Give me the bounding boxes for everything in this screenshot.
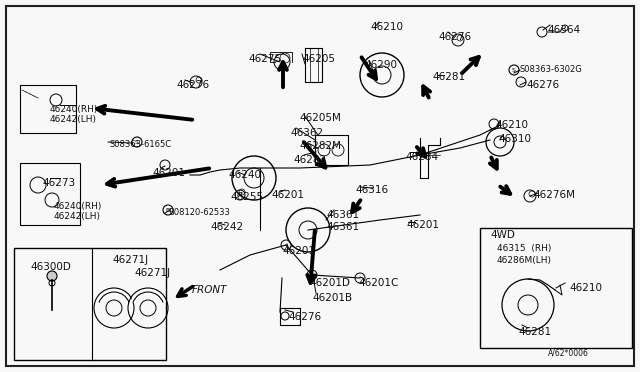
- Text: 46276: 46276: [288, 312, 321, 322]
- Text: 46271J: 46271J: [112, 255, 148, 265]
- Text: S: S: [512, 67, 516, 73]
- Text: 46276: 46276: [526, 80, 559, 90]
- Bar: [20, 85, 76, 133]
- Bar: [480, 228, 632, 348]
- Text: 46316: 46316: [355, 185, 388, 195]
- Text: 46286M(LH): 46286M(LH): [497, 256, 552, 265]
- Text: 46255: 46255: [230, 192, 263, 202]
- Text: 46276: 46276: [176, 80, 209, 90]
- Text: 46242(LH): 46242(LH): [50, 115, 97, 124]
- Text: 46201: 46201: [271, 190, 304, 200]
- Text: 46361: 46361: [326, 222, 359, 232]
- Text: 46281: 46281: [518, 327, 551, 337]
- Text: B: B: [166, 208, 170, 212]
- Text: 46201C: 46201C: [358, 278, 398, 288]
- Text: 46210: 46210: [569, 283, 602, 293]
- Text: 46201: 46201: [152, 168, 185, 178]
- Text: 4WD: 4WD: [490, 230, 515, 240]
- Text: 46201: 46201: [406, 220, 439, 230]
- Text: 46275: 46275: [248, 54, 281, 64]
- Circle shape: [47, 271, 57, 281]
- Text: 46240(RH): 46240(RH): [54, 202, 102, 211]
- Text: 46284: 46284: [405, 152, 438, 162]
- Text: 46315  (RH): 46315 (RH): [497, 244, 552, 253]
- Text: 46273: 46273: [42, 178, 75, 188]
- Text: 46210: 46210: [495, 120, 528, 130]
- Text: 46276: 46276: [438, 32, 471, 42]
- Text: S08363-6302G: S08363-6302G: [520, 65, 583, 74]
- Text: FRONT: FRONT: [192, 285, 227, 295]
- Text: 46281: 46281: [432, 72, 465, 82]
- Text: 46201B: 46201B: [312, 293, 352, 303]
- Text: 46242(LH): 46242(LH): [54, 212, 101, 221]
- Text: 46282: 46282: [293, 155, 326, 165]
- Text: 46210: 46210: [370, 22, 403, 32]
- Text: 46242: 46242: [210, 222, 243, 232]
- Text: 46271J: 46271J: [134, 268, 170, 278]
- Bar: [20, 163, 80, 225]
- Text: 46276M: 46276M: [533, 190, 575, 200]
- Text: 46201: 46201: [282, 246, 315, 256]
- Text: 46300D: 46300D: [30, 262, 71, 272]
- Text: 46201D: 46201D: [309, 278, 350, 288]
- Text: 46240: 46240: [228, 170, 261, 180]
- Text: 46240(RH): 46240(RH): [50, 105, 99, 114]
- Text: 46361: 46361: [326, 210, 359, 220]
- Text: A/62*0006: A/62*0006: [548, 348, 589, 357]
- Text: 46290: 46290: [364, 60, 397, 70]
- Text: 46364: 46364: [547, 25, 580, 35]
- Text: 46310: 46310: [498, 134, 531, 144]
- Bar: [14, 248, 166, 360]
- Text: 46282M: 46282M: [299, 141, 341, 151]
- Text: B08120-62533: B08120-62533: [168, 208, 230, 217]
- Text: 46362: 46362: [290, 128, 323, 138]
- Text: 46205M: 46205M: [299, 113, 341, 123]
- Text: S: S: [135, 140, 139, 144]
- Text: S08363-6165C: S08363-6165C: [110, 140, 172, 149]
- Text: 46205: 46205: [302, 54, 335, 64]
